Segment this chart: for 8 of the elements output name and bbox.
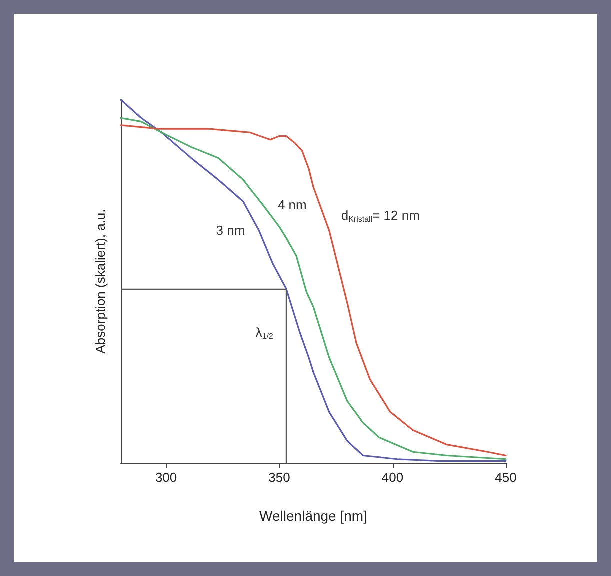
x-tick-label: 350 [268,470,290,485]
x-tick-label: 400 [382,470,404,485]
x-axis-title: Wellenlänge [nm] [260,508,368,524]
y-axis-title: Absorption (skaliert), a.u. [93,209,108,354]
x-tick-label: 300 [155,470,178,485]
series-label: 4 nm [278,197,307,212]
series-label: 3 nm [216,223,246,238]
x-tick-label: 450 [495,470,517,485]
